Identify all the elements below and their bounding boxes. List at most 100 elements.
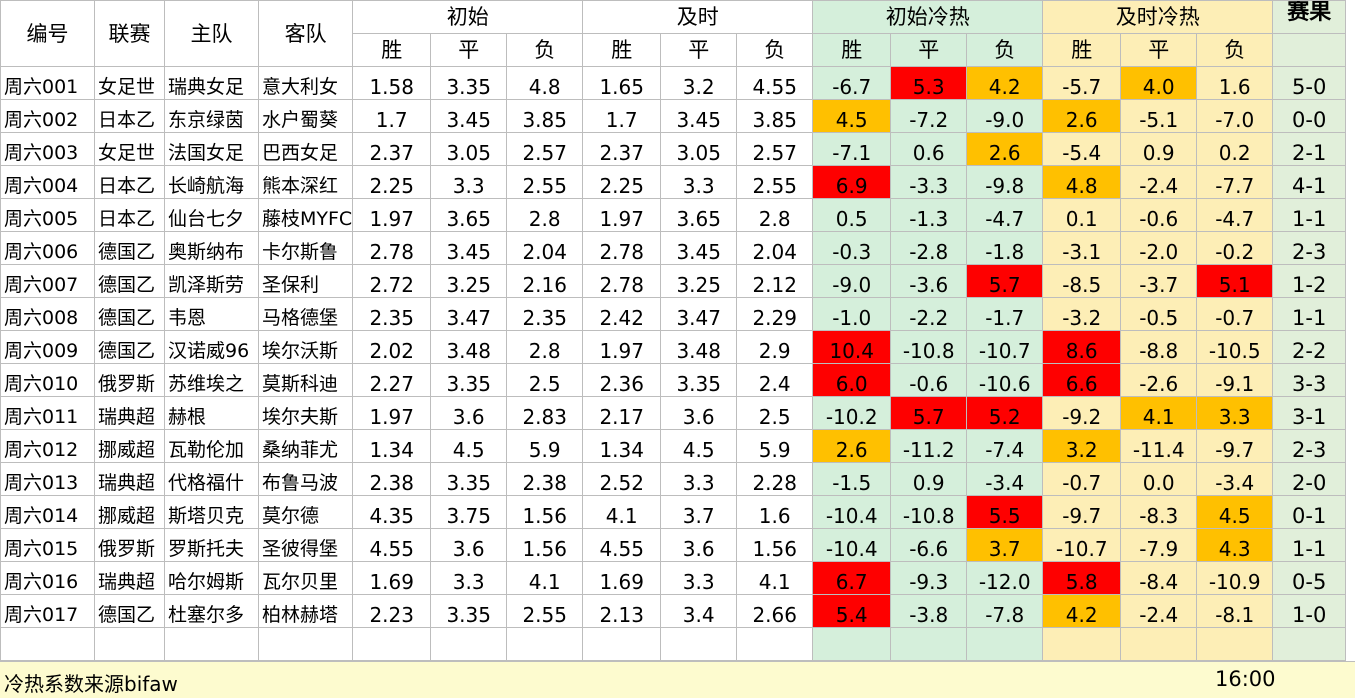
footer-source: 冷热系数来源bifaw [4,672,178,696]
initial-odds: 4.1 [506,561,584,595]
match-result: 0-1 [1272,495,1347,529]
home-team: 代格福什 [164,462,259,496]
live-heat-value: -0.5 [1120,297,1198,331]
initial-odds: 3.6 [430,528,508,562]
live-heat-value: -7.9 [1120,528,1198,562]
initial-odds: 2.55 [506,165,584,199]
initial-heat-value: -3.3 [890,165,968,199]
live-odds: 5.9 [736,429,814,463]
match-id: 周六012 [0,429,95,463]
away-team: 瓦尔贝里 [257,561,354,595]
table-row: 周六017 德国乙 杜塞尔多 柏林赫塔 2.23 3.35 2.55 2.13 3.4 2.66 5… [0,594,1347,628]
live-odds: 2.5 [736,396,814,430]
live-odds: 3.45 [660,231,738,265]
initial-heat-value: -1.3 [890,198,968,232]
live-heat-value: -8.5 [1042,264,1122,298]
live-heat-value: 4.5 [1196,495,1274,529]
home-team: 凯泽斯劳 [164,264,259,298]
initial-odds: 2.02 [352,330,432,364]
initial-odds: 3.35 [430,462,508,496]
header-lh-lose: 负 [1196,33,1274,67]
initial-odds: 1.56 [506,495,584,529]
header-initial-lose: 负 [506,33,584,67]
match-id: 周六002 [0,99,95,133]
match-result: 1-1 [1272,528,1347,562]
league: 日本乙 [94,165,165,199]
table-row: 周六007 德国乙 凯泽斯劳 圣保利 2.72 3.25 2.16 2.78 3.25 2.12-… [0,264,1347,298]
live-odds: 2.9 [736,330,814,364]
live-heat-value: 0.0 [1120,462,1198,496]
live-heat-value: -2.0 [1120,231,1198,265]
empty-cell [660,627,738,661]
initial-heat-value: 0.9 [890,462,968,496]
away-team: 柏林赫塔 [257,594,354,628]
live-heat-value: -3.1 [1042,231,1122,265]
initial-heat-value: -1.7 [966,297,1044,331]
initial-odds: 3.75 [430,495,508,529]
initial-odds: 1.56 [506,528,584,562]
initial-heat-value: -6.6 [890,528,968,562]
live-heat-value: -8.1 [1196,594,1274,628]
home-team: 东京绿茵 [164,99,259,133]
live-odds: 4.55 [736,66,814,100]
live-heat-value: -9.7 [1042,495,1122,529]
odds-table: 编号 联赛 主队 客队 初始 及时 初始冷热 及时冷热 赛果 胜 平 负 胜 平… [0,0,1347,661]
table-row: 周六014 挪威超 斯塔贝克 莫尔德 4.35 3.75 1.56 4.1 3.7 1.6 -10.… [0,495,1347,529]
away-team: 布鲁马波 [257,462,354,496]
live-odds: 3.05 [660,132,738,166]
live-heat-value: 4.1 [1120,396,1198,430]
initial-heat-value: 0.5 [812,198,892,232]
empty-row [0,627,1347,661]
live-heat-value: 4.3 [1196,528,1274,562]
match-result: 2-3 [1272,429,1347,463]
initial-heat-value: -1.5 [812,462,892,496]
live-heat-value: -5.1 [1120,99,1198,133]
live-odds: 2.29 [736,297,814,331]
away-team: 巴西女足 [257,132,354,166]
match-result: 4-1 [1272,165,1347,199]
away-team: 意大利女 [257,66,354,100]
initial-heat-value: -10.4 [812,495,892,529]
live-odds: 2.57 [736,132,814,166]
live-heat-value: -7.7 [1196,165,1274,199]
initial-heat-value: -3.6 [890,264,968,298]
away-team: 马格德堡 [257,297,354,331]
initial-odds: 2.04 [506,231,584,265]
live-heat-value: 0.2 [1196,132,1274,166]
initial-heat-value: -2.2 [890,297,968,331]
empty-cell [94,627,165,661]
initial-odds: 1.97 [352,198,432,232]
table-row: 周六008 德国乙 韦恩 马格德堡 2.35 3.47 2.35 2.42 3.47 2.29 -1… [0,297,1347,331]
table-row: 周六002 日本乙 东京绿茵 水户蜀葵 1.7 3.45 3.85 1.7 3.45 3.85 4.… [0,99,1347,133]
initial-odds: 2.57 [506,132,584,166]
initial-heat-value: -1.0 [812,297,892,331]
match-result: 1-2 [1272,264,1347,298]
initial-heat-value: -7.4 [966,429,1044,463]
live-odds: 4.1 [582,495,662,529]
initial-heat-value: 4.2 [966,66,1044,100]
live-odds: 1.97 [582,330,662,364]
initial-odds: 2.38 [352,462,432,496]
table-row: 周六001 女足世 瑞典女足 意大利女 1.58 3.35 4.8 1.65 3.2 4.55 -6… [0,66,1347,100]
initial-heat-value: -10.2 [812,396,892,430]
initial-heat-value: -9.3 [890,561,968,595]
header-live-heat: 及时冷热 [1042,0,1274,34]
initial-odds: 2.5 [506,363,584,397]
initial-heat-value: 0.6 [890,132,968,166]
live-odds: 3.3 [660,462,738,496]
live-odds: 2.13 [582,594,662,628]
initial-heat-value: -10.7 [966,330,1044,364]
match-id: 周六004 [0,165,95,199]
live-heat-value: -0.7 [1042,462,1122,496]
footer-time: 16:00 [1215,667,1276,691]
empty-cell [0,627,95,661]
initial-odds: 3.3 [430,165,508,199]
match-result: 5-0 [1272,66,1347,100]
initial-heat-value: -3.8 [890,594,968,628]
initial-odds: 2.23 [352,594,432,628]
initial-heat-value: 6.0 [812,363,892,397]
league: 德国乙 [94,594,165,628]
empty-cell [582,627,662,661]
initial-odds: 2.8 [506,330,584,364]
initial-odds: 3.85 [506,99,584,133]
